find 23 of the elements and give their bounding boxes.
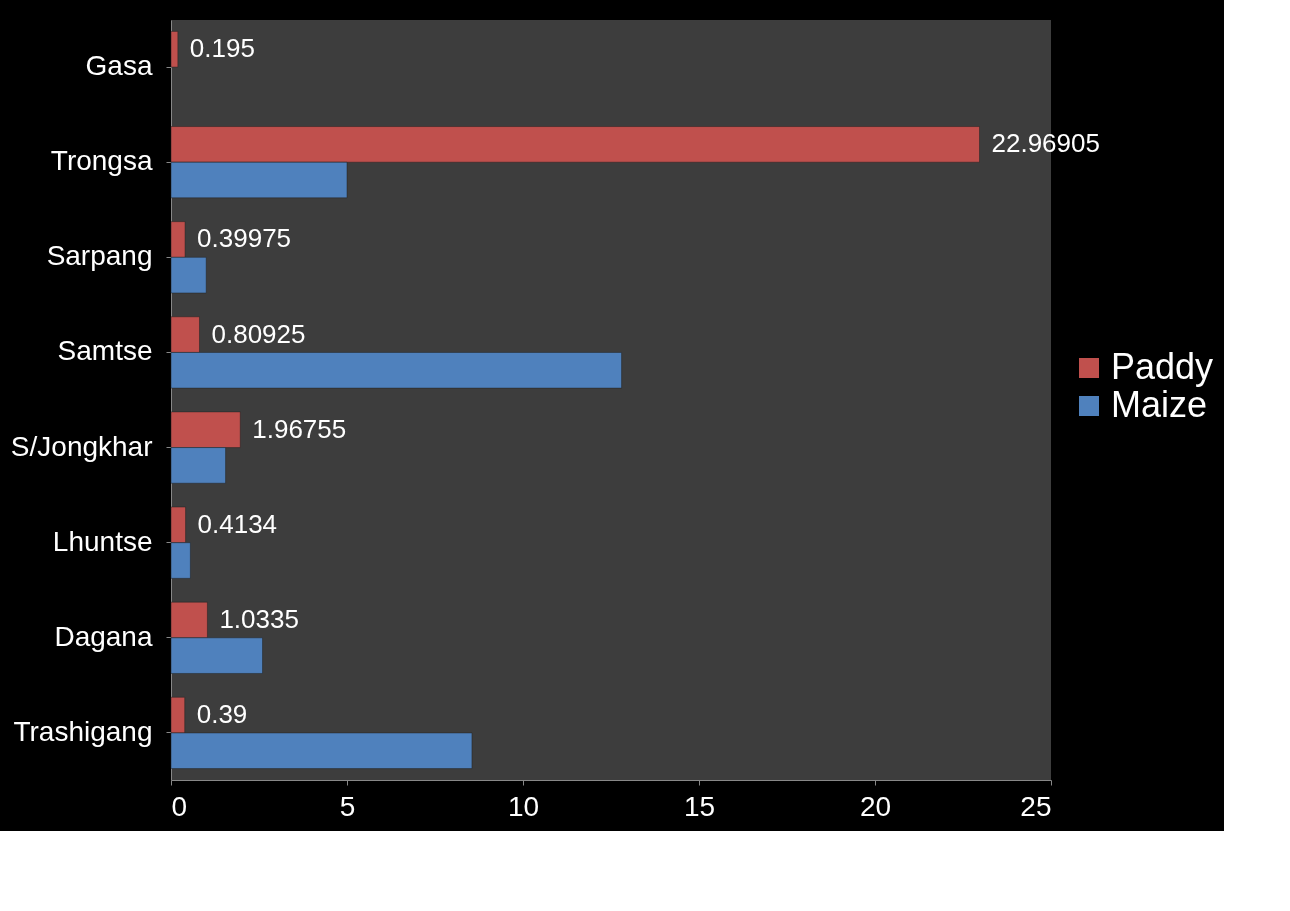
y-tick-label: Dagana [54,620,153,652]
x-tick-label: 0 [171,790,188,822]
data-label: 1.96755 [252,413,347,444]
y-tick-label: Gasa [85,50,153,82]
x-tick-label: 5 [339,790,356,822]
data-label: 22.96905 [991,128,1100,159]
data-label: 0.80925 [211,318,306,349]
y-tick-label: S/Jongkhar [10,430,153,462]
y-tick-label: Samtse [57,335,153,367]
y-tick-label: Trashigang [13,715,153,747]
data-label: 0.4134 [197,508,278,539]
x-tick-label: 25 [1020,790,1052,822]
legend-label: Paddy [1111,346,1214,387]
y-tick-label: Sarpang [46,240,153,272]
data-label: 0.39 [196,699,248,730]
y-tick-label: Lhuntse [52,525,153,557]
x-tick-label: 15 [683,790,716,822]
y-tick-label: Trongsa [50,145,153,177]
data-label: 1.0335 [219,603,299,634]
data-label: 0.39975 [197,223,292,254]
x-tick-label: 10 [507,790,540,822]
x-tick-label: 20 [859,790,892,822]
data-label: 0.195 [189,33,255,64]
